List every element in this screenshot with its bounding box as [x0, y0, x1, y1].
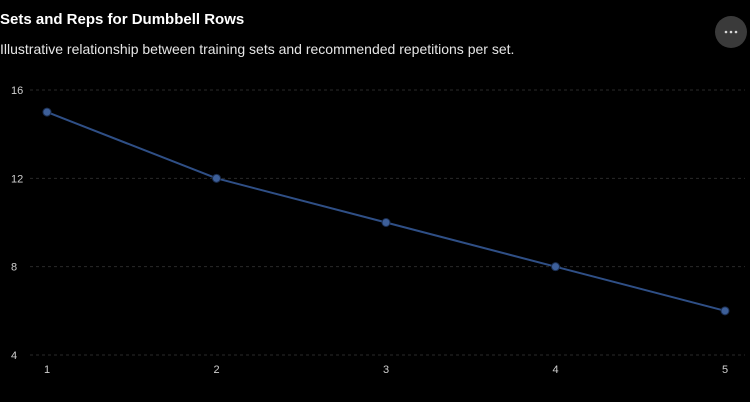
- x-tick-label: 1: [44, 364, 50, 376]
- data-point: [212, 173, 221, 183]
- y-tick-label: 16: [11, 85, 23, 97]
- data-point: [42, 107, 52, 117]
- more-options-button[interactable]: [715, 16, 747, 48]
- series-line: [46, 111, 726, 312]
- y-tick-label: 12: [11, 173, 23, 185]
- x-tick-label: 3: [383, 364, 389, 376]
- data-point: [720, 306, 730, 316]
- x-tick-label: 4: [552, 364, 558, 376]
- data-point: [381, 218, 391, 227]
- chart-title: Sets and Reps for Dumbbell Rows: [0, 11, 245, 28]
- y-tick-label: 8: [11, 262, 17, 274]
- more-horizontal-icon: [724, 30, 738, 34]
- y-tick-label: 4: [11, 350, 17, 362]
- data-point: [551, 262, 560, 272]
- x-tick-label: 5: [722, 364, 728, 376]
- x-tick-label: 2: [213, 364, 219, 376]
- chart-subtitle: Illustrative relationship between traini…: [0, 41, 515, 57]
